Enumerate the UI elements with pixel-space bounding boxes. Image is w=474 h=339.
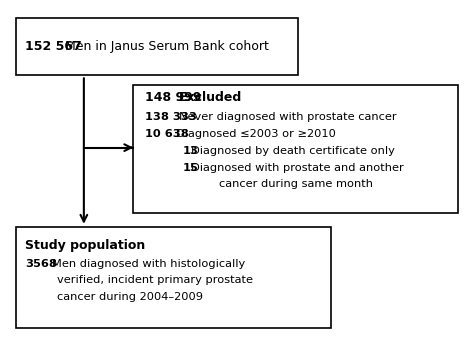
Text: Excluded: Excluded <box>179 91 242 104</box>
Text: 152 567: 152 567 <box>25 40 82 53</box>
Text: Men diagnosed with histologically: Men diagnosed with histologically <box>52 259 246 268</box>
Text: cancer during same month: cancer during same month <box>219 179 373 188</box>
FancyBboxPatch shape <box>16 227 331 327</box>
Text: Never diagnosed with prostate cancer: Never diagnosed with prostate cancer <box>179 113 397 122</box>
Text: 148 999: 148 999 <box>145 91 201 104</box>
Text: cancer during 2004–2009: cancer during 2004–2009 <box>57 292 203 302</box>
Text: 138 333: 138 333 <box>145 113 197 122</box>
Text: Diagnosed by death certificate only: Diagnosed by death certificate only <box>191 146 395 156</box>
Text: 13: 13 <box>183 146 199 156</box>
FancyBboxPatch shape <box>133 85 458 213</box>
Text: Diagnosed with prostate and another: Diagnosed with prostate and another <box>191 163 404 173</box>
Text: verified, incident primary prostate: verified, incident primary prostate <box>57 276 253 285</box>
Text: 10 638: 10 638 <box>145 129 189 139</box>
Text: Study population: Study population <box>25 239 145 252</box>
Text: Men in Janus Serum Bank cohort: Men in Janus Serum Bank cohort <box>65 40 269 53</box>
FancyBboxPatch shape <box>16 18 298 75</box>
Text: 3568: 3568 <box>25 259 57 268</box>
Text: 15: 15 <box>183 163 199 173</box>
Text: Diagnosed ≤2003 or ≥2010: Diagnosed ≤2003 or ≥2010 <box>176 129 336 139</box>
